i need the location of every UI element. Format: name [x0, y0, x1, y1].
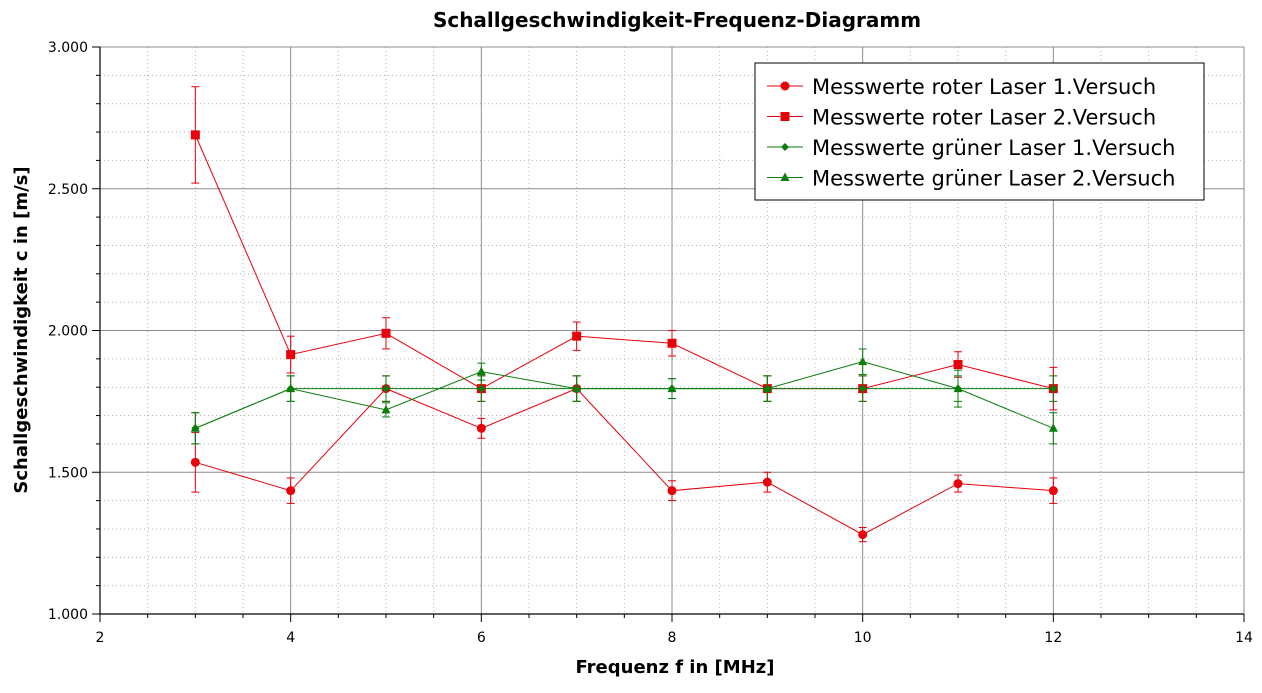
data-point	[572, 383, 582, 393]
data-point	[1048, 423, 1058, 432]
data-point	[477, 384, 486, 393]
y-tick-label: 2.500	[48, 182, 88, 198]
data-point	[382, 384, 390, 393]
legend: Messwerte roter Laser 1.Versuch Messwerte…	[754, 62, 1205, 201]
data-point	[953, 479, 963, 489]
y-axis-label: Schallgeschwindigkeit c in [m/s]	[11, 166, 32, 493]
data-point	[1049, 384, 1058, 393]
x-tick-label: 12	[1044, 630, 1062, 646]
series-line	[195, 388, 1054, 429]
chart-title: Schallgeschwindigkeit-Frequenz-Diagramm	[433, 8, 921, 32]
legend-marker	[781, 143, 789, 151]
data-point	[190, 457, 200, 467]
legend-label: Messwerte grüner Laser 1.Versuch	[812, 136, 1175, 160]
data-point	[476, 366, 486, 376]
data-point	[953, 383, 963, 393]
legend-label: Messwerte roter Laser 2.Versuch	[812, 106, 1156, 130]
y-tick-label: 2.000	[48, 324, 88, 340]
data-point	[858, 530, 868, 540]
legend-marker	[780, 112, 790, 121]
legend-item: Messwerte roter Laser 2.Versuch	[767, 106, 1156, 130]
data-point	[286, 486, 296, 496]
data-point	[667, 383, 677, 393]
legend-item: Messwerte grüner Laser 2.Versuch	[767, 167, 1175, 191]
series-line	[195, 388, 1054, 536]
legend-box	[754, 62, 1205, 201]
series-line	[195, 361, 1054, 429]
series-4	[190, 348, 1058, 445]
data-point	[286, 350, 296, 360]
legend-item: Messwerte roter Laser 1.Versuch	[767, 75, 1156, 99]
x-tick-label: 10	[854, 630, 872, 646]
x-tick-label: 8	[668, 630, 677, 646]
data-point	[190, 130, 200, 140]
data-point	[190, 423, 200, 432]
series-layer	[190, 86, 1058, 543]
x-tick-label: 4	[286, 630, 295, 646]
legend-marker	[780, 81, 790, 91]
x-tick-label: 2	[96, 630, 105, 646]
x-axis-label: Frequenz f in [MHz]	[576, 657, 775, 678]
data-point	[1048, 486, 1058, 496]
y-tick-label: 1.500	[48, 465, 88, 481]
y-tick-label: 3.000	[48, 40, 88, 56]
x-tick-label: 14	[1235, 630, 1253, 646]
data-point	[667, 338, 677, 348]
data-point	[858, 356, 868, 366]
data-point	[286, 383, 296, 393]
legend-label: Messwerte grüner Laser 2.Versuch	[812, 167, 1175, 191]
legend-label: Messwerte roter Laser 1.Versuch	[812, 75, 1156, 99]
series-1	[190, 375, 1058, 543]
data-point	[381, 328, 391, 338]
data-point	[858, 384, 867, 393]
data-point	[762, 477, 772, 487]
data-point	[476, 423, 486, 433]
data-point	[762, 383, 772, 393]
data-point	[572, 331, 582, 341]
series-line	[194, 134, 1054, 390]
tick-labels: 2 4 6 8 10 12 14 1.000 1.500 2.000 2.500 3.000	[48, 40, 1253, 646]
data-point	[953, 360, 963, 370]
data-point	[667, 486, 677, 496]
y-tick-label: 1.000	[48, 607, 88, 623]
data-point	[381, 404, 391, 414]
legend-marker	[780, 172, 790, 181]
axes	[92, 46, 1245, 622]
series-3	[191, 375, 1058, 445]
x-tick-label: 6	[477, 630, 486, 646]
legend-item: Messwerte grüner Laser 1.Versuch	[767, 136, 1175, 160]
